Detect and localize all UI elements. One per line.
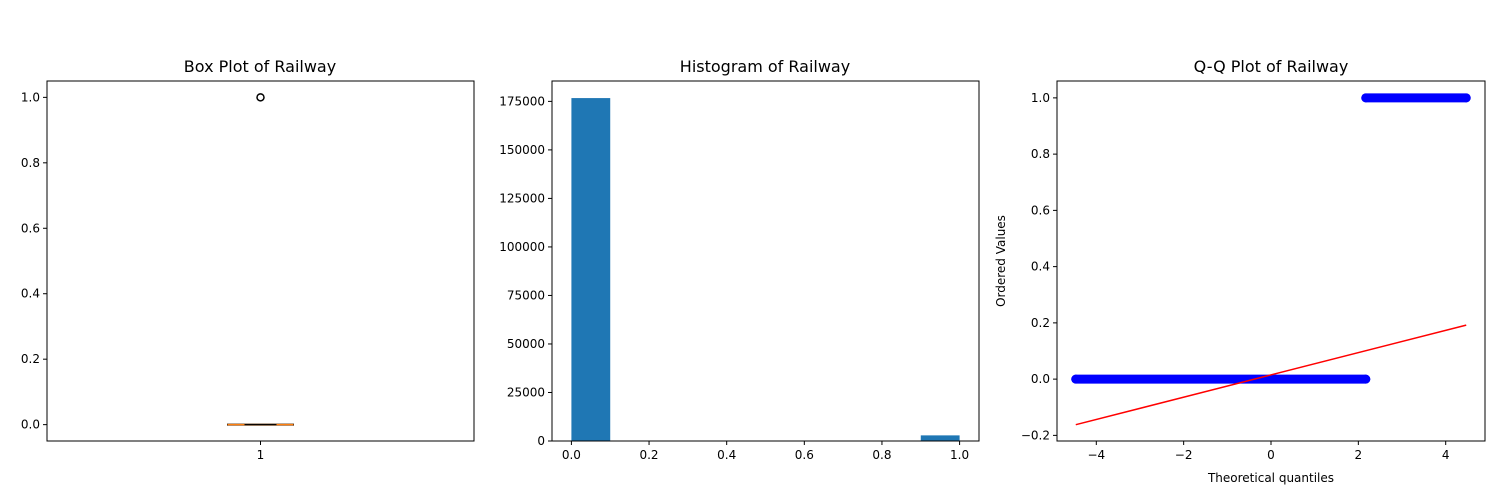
y-tick-label: 1.0 (1031, 91, 1050, 105)
x-tick-label: 0 (1267, 448, 1275, 462)
histogram-bar (920, 435, 960, 441)
histogram-axes-frame (551, 80, 980, 442)
qq-fit-line (1075, 324, 1467, 426)
qq-plot-ticks: −4 −2 0 2 4 −0.2 0.0 0.2 0.4 0.6 0.8 1.0 (1021, 91, 1450, 462)
qq-point (1361, 93, 1371, 103)
y-tick-label: −0.2 (1021, 428, 1050, 442)
y-tick-label: 0.8 (1031, 147, 1050, 161)
y-tick-label: 150000 (499, 143, 545, 157)
histogram-title: Histogram of Railway (680, 57, 850, 76)
qq-point (1461, 93, 1471, 103)
y-tick-label: 0.4 (21, 287, 40, 301)
box-plot-panel: Box Plot of Railway 1 0.0 0.2 0.4 0.6 0.8 1.0 (21, 57, 475, 462)
y-tick-label: 0.0 (21, 418, 40, 432)
qq-plot-panel: Q-Q Plot of Railway −4 −2 0 2 4 −0.2 0.0 0.2 0.4… (994, 57, 1486, 485)
histogram-panel: Histogram of Railway 0.0 0.2 0.4 0.6 0.8 1.00… (499, 57, 980, 462)
box-plot-marks (227, 93, 294, 426)
x-tick-label: 1 (257, 448, 265, 462)
y-tick-label: 175000 (499, 94, 545, 108)
box-plot-title: Box Plot of Railway (184, 57, 336, 76)
y-tick-label: 0.2 (21, 352, 40, 366)
x-tick-label: 0.0 (562, 448, 581, 462)
x-tick-label: 0.6 (795, 448, 814, 462)
y-tick-label: 125000 (499, 191, 545, 205)
y-tick-label: 0 (537, 434, 545, 448)
histogram-ticks: 0.0 0.2 0.4 0.6 0.8 1.0 0 25000 50000 75000 100000… (499, 94, 969, 462)
x-tick-label: 0.8 (872, 448, 891, 462)
y-tick-label: 0.6 (1031, 203, 1050, 217)
x-tick-label: 1.0 (950, 448, 969, 462)
qq-point (1361, 374, 1371, 384)
y-tick-label: 0.6 (21, 221, 40, 235)
y-tick-label: 75000 (507, 288, 545, 302)
y-tick-label: 0.4 (1031, 260, 1050, 274)
x-tick-label: −2 (1175, 448, 1193, 462)
y-tick-label: 1.0 (21, 90, 40, 104)
qq-plot-y-axis-label: Ordered Values (994, 215, 1008, 307)
box-outlier-point (256, 93, 265, 102)
x-tick-label: 0.2 (639, 448, 658, 462)
x-tick-label: 2 (1355, 448, 1363, 462)
histogram-marks (571, 98, 960, 441)
box-plot-ticks: 1 0.0 0.2 0.4 0.6 0.8 1.0 (21, 90, 264, 462)
x-tick-label: 4 (1442, 448, 1450, 462)
qq-plot-marks (1071, 93, 1471, 426)
x-tick-label: −4 (1087, 448, 1105, 462)
qq-plot-x-axis-label: Theoretical quantiles (1207, 471, 1334, 485)
y-tick-label: 100000 (499, 240, 545, 254)
y-tick-label: 25000 (507, 385, 545, 399)
x-tick-label: 0.4 (717, 448, 736, 462)
qq-plot-title: Q-Q Plot of Railway (1194, 57, 1349, 76)
y-tick-label: 50000 (507, 337, 545, 351)
y-tick-label: 0.2 (1031, 316, 1050, 330)
y-tick-label: 0.8 (21, 156, 40, 170)
y-tick-label: 0.0 (1031, 372, 1050, 386)
histogram-bar (571, 98, 611, 441)
qq-point (1071, 374, 1081, 384)
